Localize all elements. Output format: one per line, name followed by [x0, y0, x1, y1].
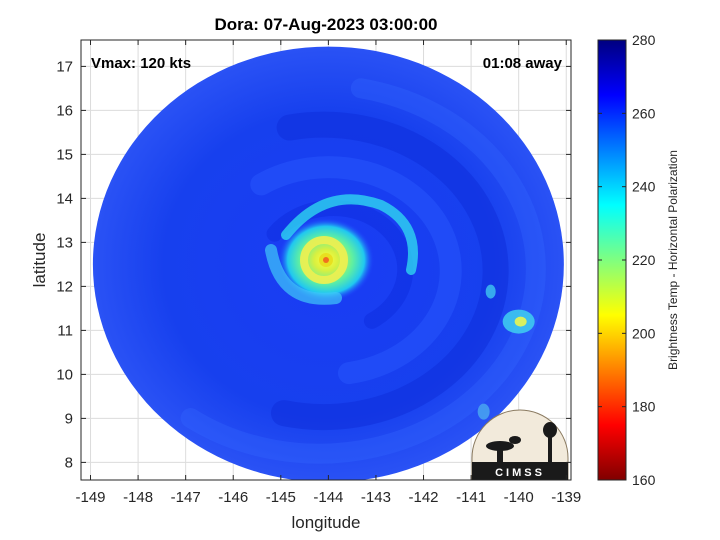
colorbar-tick-label: 200	[632, 325, 656, 341]
x-tick-label: -148	[123, 489, 153, 506]
y-tick-label: 17	[56, 58, 73, 75]
colorbar-ticks: 160 180 200 220 240 260 280	[598, 32, 656, 488]
inner-spiral-band	[265, 244, 342, 305]
convection-cell	[477, 403, 490, 420]
convective-features	[265, 194, 535, 420]
x-tick-label: -149	[75, 489, 105, 506]
y-tick-label: 16	[56, 102, 73, 119]
chart-title: Dora: 07-Aug-2023 03:00:00	[215, 15, 438, 34]
logo-tower-icon	[486, 422, 557, 462]
rain-band	[180, 78, 546, 464]
colorbar-tick-label: 160	[632, 472, 656, 488]
time-offset-label: 01:08 away	[483, 55, 563, 72]
y-tick-label: 8	[65, 454, 73, 471]
colorbar: 160 180 200 220 240 260 280 Brightness Temp - …	[597, 32, 680, 488]
x-tick-label: -139	[551, 489, 581, 506]
convection-core	[514, 316, 527, 327]
convection-cell	[485, 284, 496, 299]
eye-center	[323, 257, 329, 263]
rain-band	[270, 111, 509, 431]
x-tick-label: -144	[313, 489, 343, 506]
map-axes: CIMSS -149 -148 -147 -146 -145 -144 -143 -142 -1…	[56, 39, 581, 506]
colorbar-ramp	[597, 39, 627, 481]
x-tick-label: -146	[218, 489, 248, 506]
logo-band	[472, 462, 568, 480]
y-tick-label: 12	[56, 278, 73, 295]
vmax-label: Vmax: 120 kts	[91, 55, 191, 72]
x-tick-label: -147	[171, 489, 201, 506]
colorbar-tick-label: 180	[632, 399, 656, 415]
eyewall-ring	[300, 236, 348, 284]
logo-text: CIMSS	[495, 467, 545, 479]
outer-spiral-band	[281, 194, 418, 275]
colorbar-tick-label: 260	[632, 105, 656, 121]
y-tick-label: 13	[56, 234, 73, 251]
y-tick-label: 15	[56, 146, 73, 163]
y-tick-label: 9	[65, 410, 73, 427]
y-tick-label: 11	[57, 322, 73, 339]
y-axis-label: latitude	[30, 233, 49, 288]
x-axis: -149 -148 -147 -146 -145 -144 -143 -142 -141 -140…	[75, 40, 581, 506]
x-tick-label: -143	[361, 489, 391, 506]
y-axis: 8 9 10 11 12 13 14 15 16 17	[56, 58, 571, 471]
x-tick-label: -142	[409, 489, 439, 506]
axes-frame	[80, 39, 572, 481]
x-axis-label: longitude	[291, 513, 360, 532]
colorbar-tick-label: 280	[632, 32, 656, 48]
colorbar-label: Brightness Temp - Horizontal Polarizatio…	[666, 150, 680, 370]
x-tick-label: -141	[456, 489, 486, 506]
cimss-logo: CIMSS	[471, 409, 569, 481]
spiral-bands	[180, 78, 546, 464]
colorbar-tick-label: 220	[632, 252, 656, 268]
y-tick-label: 10	[56, 366, 73, 383]
swath	[92, 46, 564, 480]
x-tick-label: -145	[266, 489, 296, 506]
rain-band	[250, 156, 462, 385]
y-tick-label: 14	[56, 190, 73, 207]
colorbar-tick-label: 240	[632, 179, 656, 195]
x-tick-label: -140	[504, 489, 534, 506]
